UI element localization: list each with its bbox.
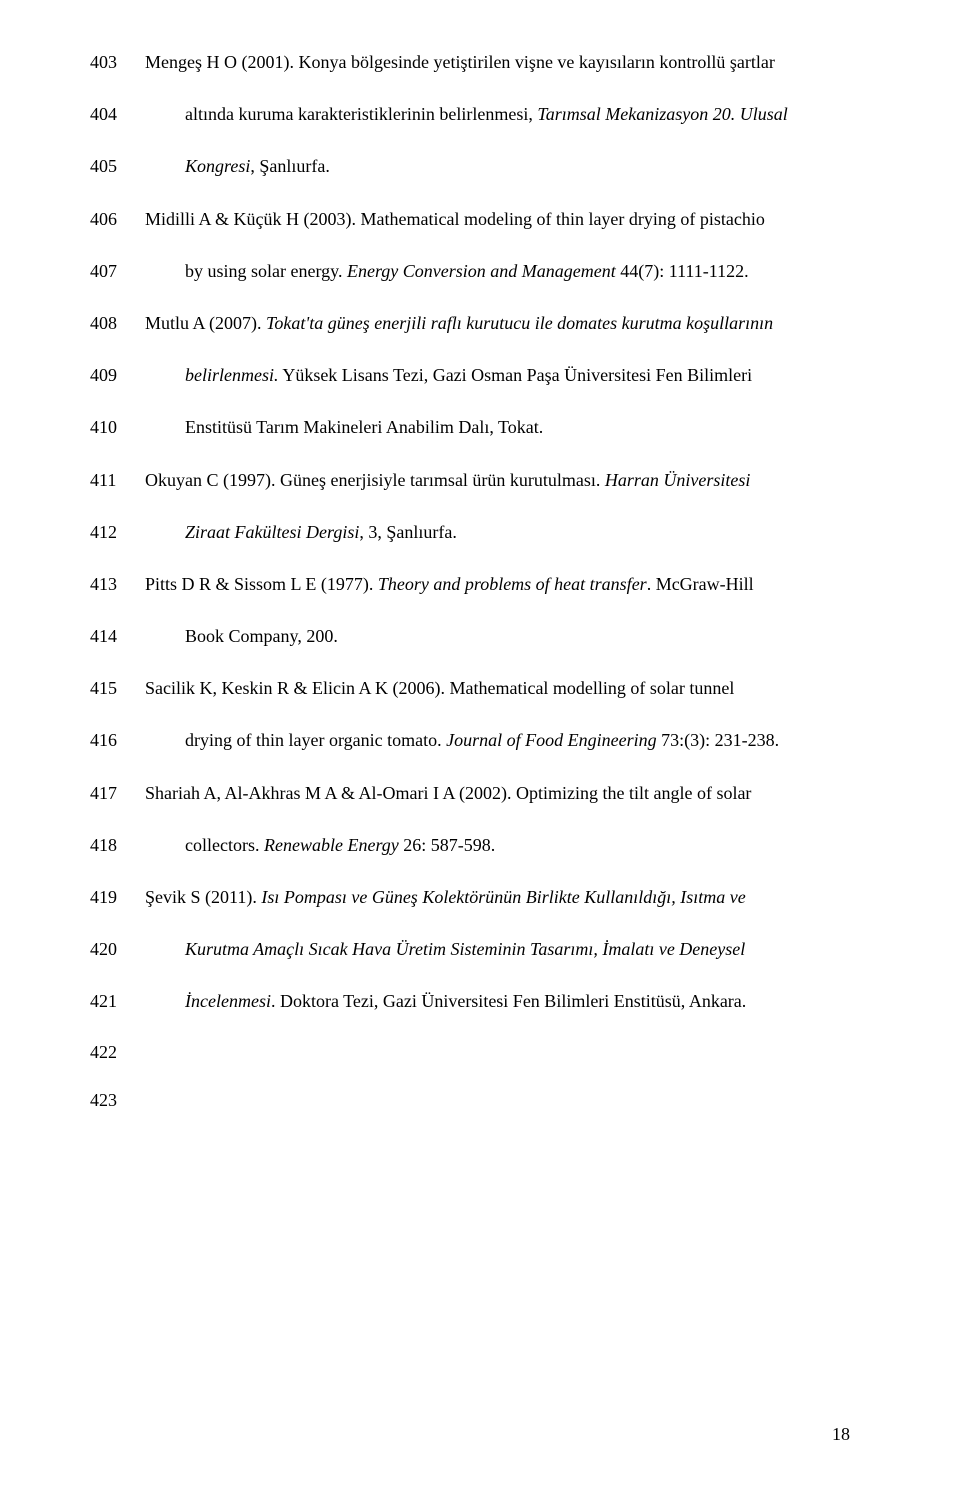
line-text: belirlenmesi. Yüksek Lisans Tezi, Gazi O… xyxy=(145,363,850,388)
line-number: 417 xyxy=(90,783,145,804)
line-text: Kongresi, Şanlıurfa. xyxy=(145,154,850,179)
line-text: Enstitüsü Tarım Makineleri Anabilim Dalı… xyxy=(145,415,850,440)
line-text: collectors. Renewable Energy 26: 587-598… xyxy=(145,833,850,858)
reference-line: 409belirlenmesi. Yüksek Lisans Tezi, Gaz… xyxy=(90,363,850,388)
line-number: 407 xyxy=(90,261,145,282)
line-text: Mutlu A (2007). Tokat'ta güneş enerjili … xyxy=(145,311,850,336)
line-number: 405 xyxy=(90,156,145,177)
line-number: 420 xyxy=(90,939,145,960)
reference-line: 416drying of thin layer organic tomato. … xyxy=(90,728,850,753)
line-number: 418 xyxy=(90,835,145,856)
line-number: 410 xyxy=(90,417,145,438)
line-text: by using solar energy. Energy Conversion… xyxy=(145,259,850,284)
reference-line: 404altında kuruma karakteristiklerinin b… xyxy=(90,102,850,127)
line-number: 414 xyxy=(90,626,145,647)
line-number: 412 xyxy=(90,522,145,543)
line-number: 413 xyxy=(90,574,145,595)
line-text: Ziraat Fakültesi Dergisi, 3, Şanlıurfa. xyxy=(145,520,850,545)
line-number: 415 xyxy=(90,678,145,699)
reference-line: 411Okuyan C (1997). Güneş enerjisiyle ta… xyxy=(90,468,850,493)
line-text: Book Company, 200. xyxy=(145,624,850,649)
reference-line: 412Ziraat Fakültesi Dergisi, 3, Şanlıurf… xyxy=(90,520,850,545)
reference-line: 418collectors. Renewable Energy 26: 587-… xyxy=(90,833,850,858)
reference-line: 415Sacilik K, Keskin R & Elicin A K (200… xyxy=(90,676,850,701)
line-number: 416 xyxy=(90,730,145,751)
line-number: 423 xyxy=(90,1090,145,1111)
reference-line: 419Şevik S (2011). Isı Pompası ve Güneş … xyxy=(90,885,850,910)
reference-line: 421İncelenmesi. Doktora Tezi, Gazi Ünive… xyxy=(90,989,850,1014)
line-text: Sacilik K, Keskin R & Elicin A K (2006).… xyxy=(145,676,850,701)
line-number: 411 xyxy=(90,470,145,491)
line-text: Shariah A, Al-Akhras M A & Al-Omari I A … xyxy=(145,781,850,806)
reference-line: 423 xyxy=(90,1090,850,1111)
line-text: Pitts D R & Sissom L E (1977). Theory an… xyxy=(145,572,850,597)
line-text: İncelenmesi. Doktora Tezi, Gazi Üniversi… xyxy=(145,989,850,1014)
reference-line: 413Pitts D R & Sissom L E (1977). Theory… xyxy=(90,572,850,597)
line-number: 408 xyxy=(90,313,145,334)
line-text: Şevik S (2011). Isı Pompası ve Güneş Kol… xyxy=(145,885,850,910)
line-number: 421 xyxy=(90,991,145,1012)
reference-line: 420Kurutma Amaçlı Sıcak Hava Üretim Sist… xyxy=(90,937,850,962)
reference-line: 407by using solar energy. Energy Convers… xyxy=(90,259,850,284)
line-text: Kurutma Amaçlı Sıcak Hava Üretim Sistemi… xyxy=(145,937,850,962)
line-number: 409 xyxy=(90,365,145,386)
line-number: 406 xyxy=(90,209,145,230)
reference-line: 410Enstitüsü Tarım Makineleri Anabilim D… xyxy=(90,415,850,440)
line-number: 419 xyxy=(90,887,145,908)
references-page: 403Mengeş H O (2001). Konya bölgesinde y… xyxy=(90,50,850,1111)
line-text: Okuyan C (1997). Güneş enerjisiyle tarım… xyxy=(145,468,850,493)
reference-line: 408Mutlu A (2007). Tokat'ta güneş enerji… xyxy=(90,311,850,336)
reference-line: 422 xyxy=(90,1042,850,1063)
line-text: Midilli A & Küçük H (2003). Mathematical… xyxy=(145,207,850,232)
line-text: drying of thin layer organic tomato. Jou… xyxy=(145,728,850,753)
line-text: altında kuruma karakteristiklerinin beli… xyxy=(145,102,850,127)
line-number: 404 xyxy=(90,104,145,125)
line-number: 422 xyxy=(90,1042,145,1063)
reference-line: 406Midilli A & Küçük H (2003). Mathemati… xyxy=(90,207,850,232)
reference-line: 405Kongresi, Şanlıurfa. xyxy=(90,154,850,179)
page-number: 18 xyxy=(832,1424,850,1445)
line-number: 403 xyxy=(90,52,145,73)
reference-line: 417Shariah A, Al-Akhras M A & Al-Omari I… xyxy=(90,781,850,806)
line-text: Mengeş H O (2001). Konya bölgesinde yeti… xyxy=(145,50,850,75)
reference-line: 414Book Company, 200. xyxy=(90,624,850,649)
reference-line: 403Mengeş H O (2001). Konya bölgesinde y… xyxy=(90,50,850,75)
